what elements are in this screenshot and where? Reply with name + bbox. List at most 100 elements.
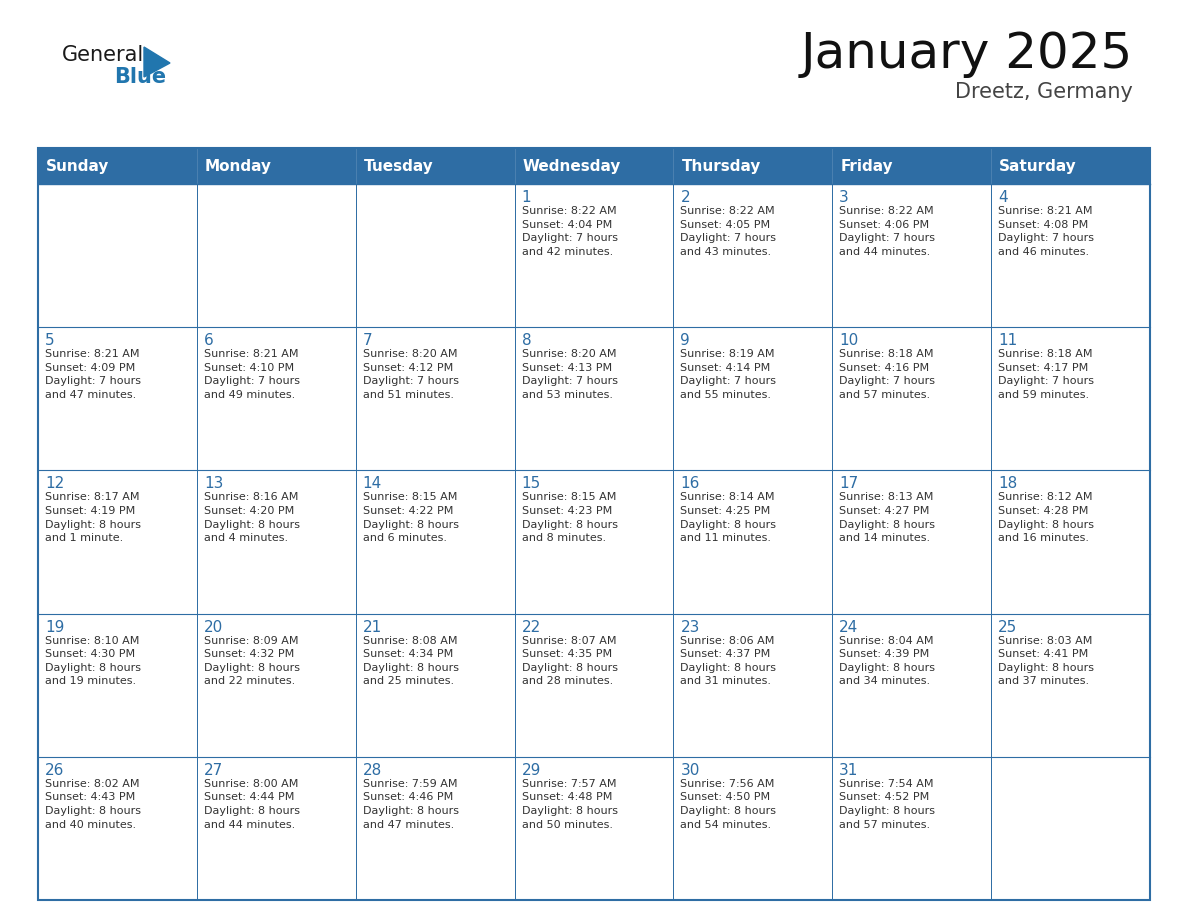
Bar bbox=[197, 184, 355, 327]
Text: Sunrise: 8:08 AM
Sunset: 4:34 PM
Daylight: 8 hours
and 25 minutes.: Sunrise: 8:08 AM Sunset: 4:34 PM Dayligh… bbox=[362, 635, 459, 687]
Text: 4: 4 bbox=[998, 190, 1007, 205]
Text: 3: 3 bbox=[839, 190, 849, 205]
Text: Monday: Monday bbox=[204, 159, 272, 174]
Bar bbox=[38, 148, 197, 184]
Bar bbox=[833, 613, 991, 756]
Text: Sunrise: 8:21 AM
Sunset: 4:08 PM
Daylight: 7 hours
and 46 minutes.: Sunrise: 8:21 AM Sunset: 4:08 PM Dayligh… bbox=[998, 206, 1094, 257]
Text: 14: 14 bbox=[362, 476, 383, 491]
Text: Sunrise: 8:21 AM
Sunset: 4:09 PM
Daylight: 7 hours
and 47 minutes.: Sunrise: 8:21 AM Sunset: 4:09 PM Dayligh… bbox=[45, 349, 141, 400]
Text: 7: 7 bbox=[362, 333, 372, 348]
Text: 21: 21 bbox=[362, 620, 383, 634]
Text: Sunrise: 8:04 AM
Sunset: 4:39 PM
Daylight: 8 hours
and 34 minutes.: Sunrise: 8:04 AM Sunset: 4:39 PM Dayligh… bbox=[839, 635, 935, 687]
Bar bbox=[38, 756, 197, 900]
Text: 13: 13 bbox=[204, 476, 223, 491]
Text: Sunrise: 8:21 AM
Sunset: 4:10 PM
Daylight: 7 hours
and 49 minutes.: Sunrise: 8:21 AM Sunset: 4:10 PM Dayligh… bbox=[204, 349, 299, 400]
Text: Sunrise: 8:15 AM
Sunset: 4:23 PM
Daylight: 8 hours
and 8 minutes.: Sunrise: 8:15 AM Sunset: 4:23 PM Dayligh… bbox=[522, 492, 618, 543]
Text: Sunrise: 8:10 AM
Sunset: 4:30 PM
Daylight: 8 hours
and 19 minutes.: Sunrise: 8:10 AM Sunset: 4:30 PM Dayligh… bbox=[45, 635, 141, 687]
Text: Sunrise: 8:06 AM
Sunset: 4:37 PM
Daylight: 8 hours
and 31 minutes.: Sunrise: 8:06 AM Sunset: 4:37 PM Dayligh… bbox=[681, 635, 777, 687]
Text: Sunrise: 8:20 AM
Sunset: 4:12 PM
Daylight: 7 hours
and 51 minutes.: Sunrise: 8:20 AM Sunset: 4:12 PM Dayligh… bbox=[362, 349, 459, 400]
Bar bbox=[514, 184, 674, 327]
Bar bbox=[991, 184, 1150, 327]
Text: Sunrise: 8:13 AM
Sunset: 4:27 PM
Daylight: 8 hours
and 14 minutes.: Sunrise: 8:13 AM Sunset: 4:27 PM Dayligh… bbox=[839, 492, 935, 543]
Text: Sunrise: 7:54 AM
Sunset: 4:52 PM
Daylight: 8 hours
and 57 minutes.: Sunrise: 7:54 AM Sunset: 4:52 PM Dayligh… bbox=[839, 778, 935, 830]
Bar bbox=[355, 184, 514, 327]
Text: 22: 22 bbox=[522, 620, 541, 634]
Bar bbox=[674, 148, 833, 184]
Text: 17: 17 bbox=[839, 476, 859, 491]
Text: Sunrise: 8:18 AM
Sunset: 4:17 PM
Daylight: 7 hours
and 59 minutes.: Sunrise: 8:18 AM Sunset: 4:17 PM Dayligh… bbox=[998, 349, 1094, 400]
Polygon shape bbox=[144, 47, 170, 77]
Text: 1: 1 bbox=[522, 190, 531, 205]
Text: Sunrise: 8:20 AM
Sunset: 4:13 PM
Daylight: 7 hours
and 53 minutes.: Sunrise: 8:20 AM Sunset: 4:13 PM Dayligh… bbox=[522, 349, 618, 400]
Text: January 2025: January 2025 bbox=[801, 30, 1133, 78]
Text: Sunrise: 8:22 AM
Sunset: 4:05 PM
Daylight: 7 hours
and 43 minutes.: Sunrise: 8:22 AM Sunset: 4:05 PM Dayligh… bbox=[681, 206, 777, 257]
Bar bbox=[514, 470, 674, 613]
Bar bbox=[991, 470, 1150, 613]
Bar bbox=[355, 327, 514, 470]
Text: 29: 29 bbox=[522, 763, 541, 778]
Text: 20: 20 bbox=[204, 620, 223, 634]
Text: Sunrise: 8:16 AM
Sunset: 4:20 PM
Daylight: 8 hours
and 4 minutes.: Sunrise: 8:16 AM Sunset: 4:20 PM Dayligh… bbox=[204, 492, 299, 543]
Bar bbox=[197, 756, 355, 900]
Text: Sunrise: 8:09 AM
Sunset: 4:32 PM
Daylight: 8 hours
and 22 minutes.: Sunrise: 8:09 AM Sunset: 4:32 PM Dayligh… bbox=[204, 635, 299, 687]
Bar bbox=[833, 148, 991, 184]
Bar bbox=[991, 756, 1150, 900]
Text: Saturday: Saturday bbox=[999, 159, 1076, 174]
Text: Wednesday: Wednesday bbox=[523, 159, 621, 174]
Text: Sunrise: 8:19 AM
Sunset: 4:14 PM
Daylight: 7 hours
and 55 minutes.: Sunrise: 8:19 AM Sunset: 4:14 PM Dayligh… bbox=[681, 349, 777, 400]
Text: 27: 27 bbox=[204, 763, 223, 778]
Bar bbox=[514, 756, 674, 900]
Text: 28: 28 bbox=[362, 763, 383, 778]
Text: 23: 23 bbox=[681, 620, 700, 634]
Text: 31: 31 bbox=[839, 763, 859, 778]
Bar bbox=[38, 184, 197, 327]
Bar bbox=[38, 613, 197, 756]
Text: Sunrise: 7:57 AM
Sunset: 4:48 PM
Daylight: 8 hours
and 50 minutes.: Sunrise: 7:57 AM Sunset: 4:48 PM Dayligh… bbox=[522, 778, 618, 830]
Text: 19: 19 bbox=[45, 620, 64, 634]
Bar bbox=[833, 470, 991, 613]
Bar bbox=[355, 470, 514, 613]
Text: 8: 8 bbox=[522, 333, 531, 348]
Bar bbox=[38, 148, 1150, 900]
Bar bbox=[514, 148, 674, 184]
Text: Sunrise: 8:15 AM
Sunset: 4:22 PM
Daylight: 8 hours
and 6 minutes.: Sunrise: 8:15 AM Sunset: 4:22 PM Dayligh… bbox=[362, 492, 459, 543]
Text: 10: 10 bbox=[839, 333, 859, 348]
Text: Sunrise: 7:59 AM
Sunset: 4:46 PM
Daylight: 8 hours
and 47 minutes.: Sunrise: 7:59 AM Sunset: 4:46 PM Dayligh… bbox=[362, 778, 459, 830]
Bar bbox=[197, 470, 355, 613]
Text: Tuesday: Tuesday bbox=[364, 159, 434, 174]
Bar bbox=[38, 470, 197, 613]
Text: 15: 15 bbox=[522, 476, 541, 491]
Text: Sunrise: 8:00 AM
Sunset: 4:44 PM
Daylight: 8 hours
and 44 minutes.: Sunrise: 8:00 AM Sunset: 4:44 PM Dayligh… bbox=[204, 778, 299, 830]
Text: 16: 16 bbox=[681, 476, 700, 491]
Text: 12: 12 bbox=[45, 476, 64, 491]
Text: Sunrise: 7:56 AM
Sunset: 4:50 PM
Daylight: 8 hours
and 54 minutes.: Sunrise: 7:56 AM Sunset: 4:50 PM Dayligh… bbox=[681, 778, 777, 830]
Bar bbox=[674, 470, 833, 613]
Bar bbox=[355, 148, 514, 184]
Text: 6: 6 bbox=[204, 333, 214, 348]
Bar bbox=[991, 327, 1150, 470]
Text: Sunrise: 8:14 AM
Sunset: 4:25 PM
Daylight: 8 hours
and 11 minutes.: Sunrise: 8:14 AM Sunset: 4:25 PM Dayligh… bbox=[681, 492, 777, 543]
Bar bbox=[674, 613, 833, 756]
Text: Blue: Blue bbox=[114, 67, 166, 87]
Bar bbox=[833, 327, 991, 470]
Bar bbox=[197, 148, 355, 184]
Bar bbox=[674, 756, 833, 900]
Text: Dreetz, Germany: Dreetz, Germany bbox=[955, 82, 1133, 102]
Text: Sunrise: 8:22 AM
Sunset: 4:04 PM
Daylight: 7 hours
and 42 minutes.: Sunrise: 8:22 AM Sunset: 4:04 PM Dayligh… bbox=[522, 206, 618, 257]
Text: Sunrise: 8:07 AM
Sunset: 4:35 PM
Daylight: 8 hours
and 28 minutes.: Sunrise: 8:07 AM Sunset: 4:35 PM Dayligh… bbox=[522, 635, 618, 687]
Bar bbox=[514, 613, 674, 756]
Bar bbox=[38, 327, 197, 470]
Text: 2: 2 bbox=[681, 190, 690, 205]
Bar bbox=[833, 756, 991, 900]
Bar bbox=[355, 756, 514, 900]
Bar bbox=[674, 184, 833, 327]
Text: 24: 24 bbox=[839, 620, 859, 634]
Text: Sunrise: 8:18 AM
Sunset: 4:16 PM
Daylight: 7 hours
and 57 minutes.: Sunrise: 8:18 AM Sunset: 4:16 PM Dayligh… bbox=[839, 349, 935, 400]
Text: Sunrise: 8:12 AM
Sunset: 4:28 PM
Daylight: 8 hours
and 16 minutes.: Sunrise: 8:12 AM Sunset: 4:28 PM Dayligh… bbox=[998, 492, 1094, 543]
Text: 11: 11 bbox=[998, 333, 1017, 348]
Text: Sunday: Sunday bbox=[46, 159, 109, 174]
Bar bbox=[674, 327, 833, 470]
Bar bbox=[991, 613, 1150, 756]
Text: Sunrise: 8:02 AM
Sunset: 4:43 PM
Daylight: 8 hours
and 40 minutes.: Sunrise: 8:02 AM Sunset: 4:43 PM Dayligh… bbox=[45, 778, 141, 830]
Bar bbox=[197, 613, 355, 756]
